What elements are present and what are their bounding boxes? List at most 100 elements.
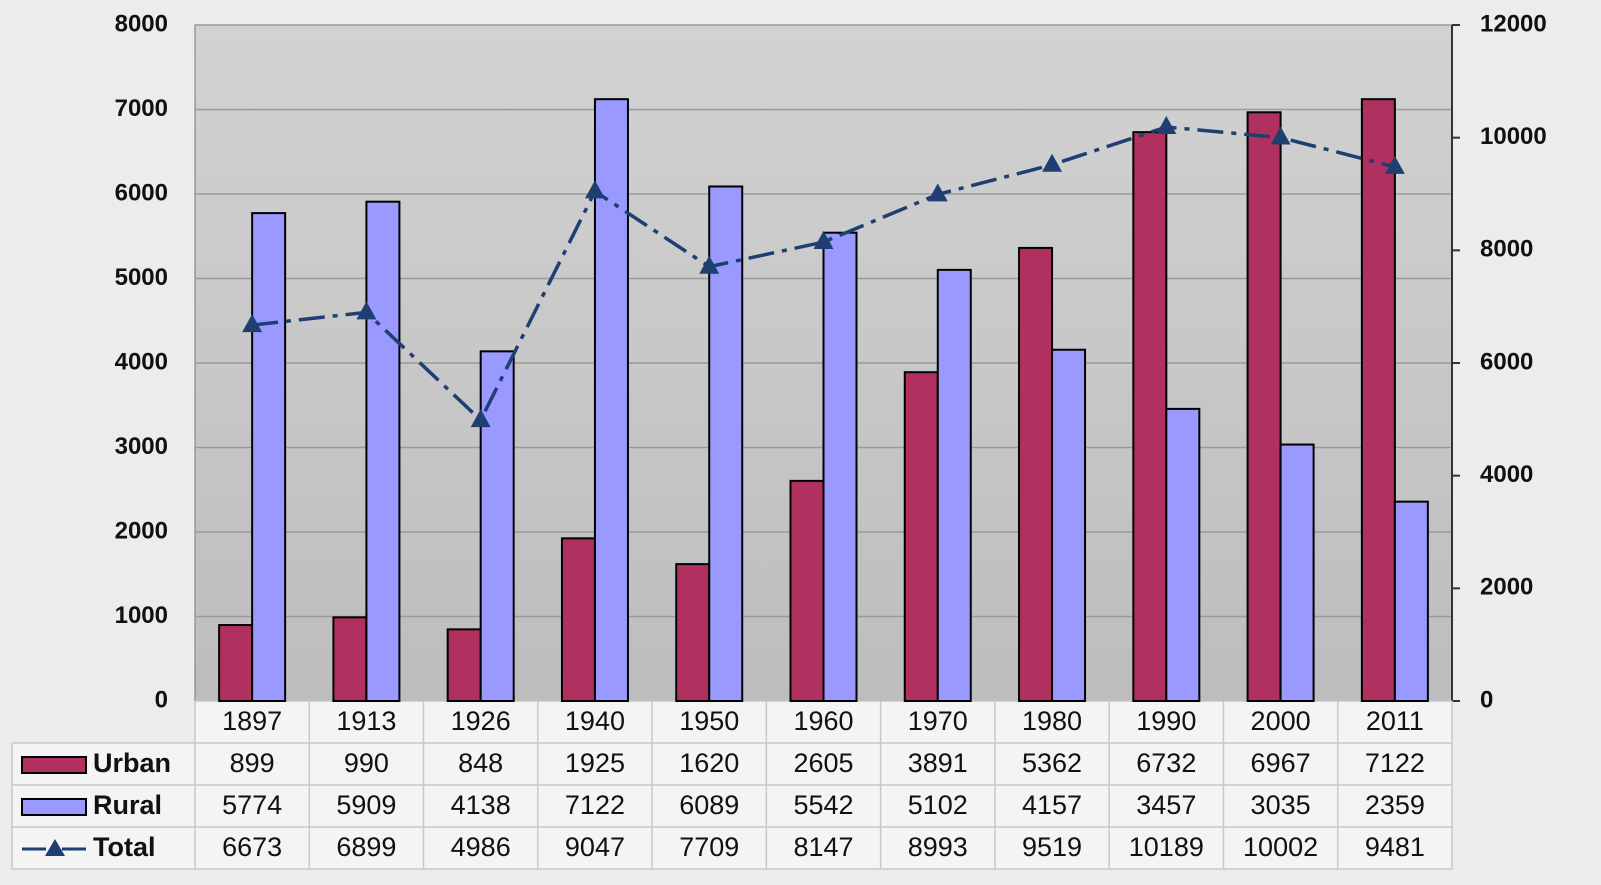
table-value: 6673 [222, 832, 282, 862]
table-value: 7122 [565, 790, 625, 820]
y2-tick-label: 4000 [1480, 461, 1533, 488]
y2-tick-label: 0 [1480, 686, 1493, 713]
total-marker [356, 301, 377, 320]
data-table-header [195, 701, 1452, 743]
y-tick-label: 7000 [115, 95, 168, 122]
table-value: 4986 [451, 832, 511, 862]
bar [1360, 98, 1396, 703]
total-marker [1384, 155, 1405, 174]
bar [789, 479, 825, 702]
table-value: 5102 [908, 790, 968, 820]
total-marker [927, 183, 948, 202]
y-tick-label: 6000 [115, 179, 168, 206]
x-tick-label: 1897 [222, 706, 282, 736]
x-tick-label: 2000 [1251, 706, 1311, 736]
x-tick-label: 1926 [451, 706, 511, 736]
table-value: 3891 [908, 748, 968, 778]
legend-label: Total [93, 832, 156, 862]
table-value: 8993 [908, 832, 968, 862]
y2-tick-label: 12000 [1480, 10, 1547, 37]
table-value: 6899 [336, 832, 396, 862]
total-marker [1042, 153, 1063, 172]
x-tick-label: 1913 [336, 706, 396, 736]
y-tick-label: 4000 [115, 348, 168, 375]
table-value: 1620 [679, 748, 739, 778]
x-tick-label: 1960 [793, 706, 853, 736]
bar [1393, 500, 1429, 702]
x-tick-label: 1970 [908, 706, 968, 736]
bar [332, 616, 368, 702]
y-tick-label: 3000 [115, 433, 168, 460]
x-tick-label: 1990 [1136, 706, 1196, 736]
total-marker [584, 180, 605, 199]
table-value: 4157 [1022, 790, 1082, 820]
y-tick-label: 1000 [115, 602, 168, 629]
bar [822, 231, 858, 703]
y-tick-label: 5000 [115, 264, 168, 291]
bar [251, 212, 287, 703]
y-tick-label: 8000 [115, 10, 168, 37]
y-tick-label: 0 [155, 686, 168, 713]
x-tick-label: 2011 [1366, 706, 1424, 736]
table-value: 3035 [1251, 790, 1311, 820]
table-value: 9481 [1365, 832, 1425, 862]
bar [675, 563, 711, 702]
table-value: 3457 [1136, 790, 1196, 820]
legend-swatch [21, 756, 87, 774]
table-value: 990 [344, 748, 389, 778]
bar [1165, 407, 1201, 702]
bar [1018, 246, 1054, 702]
bar [218, 624, 254, 702]
table-value: 9519 [1022, 832, 1082, 862]
bar [1246, 111, 1282, 702]
y2-tick-label: 6000 [1480, 348, 1533, 375]
bar [479, 350, 515, 702]
total-marker [470, 409, 491, 428]
bar [446, 628, 482, 702]
table-value: 7122 [1365, 748, 1425, 778]
total-marker [242, 314, 263, 333]
table-value: 2359 [1365, 790, 1425, 820]
y2-tick-label: 8000 [1480, 236, 1533, 263]
bar [593, 98, 629, 703]
table-value: 10002 [1243, 832, 1318, 862]
data-table [12, 743, 1452, 869]
total-marker [1156, 116, 1177, 135]
table-value: 6967 [1251, 748, 1311, 778]
bar [1051, 348, 1087, 702]
table-value: 899 [230, 748, 275, 778]
bar [936, 268, 972, 702]
table-value: 6732 [1136, 748, 1196, 778]
legend-label: Urban [93, 748, 171, 778]
table-value: 5774 [222, 790, 282, 820]
bar [365, 200, 401, 702]
y-tick-label: 2000 [115, 517, 168, 544]
legend-marker [45, 839, 65, 856]
x-tick-label: 1950 [679, 706, 739, 736]
total-marker [813, 231, 834, 250]
table-value: 4138 [451, 790, 511, 820]
table-value: 8147 [793, 832, 853, 862]
table-value: 5362 [1022, 748, 1082, 778]
table-value: 848 [458, 748, 503, 778]
y2-tick-label: 10000 [1480, 123, 1547, 150]
table-value: 2605 [793, 748, 853, 778]
x-tick-label: 1940 [565, 706, 625, 736]
total-line [251, 125, 1396, 424]
total-marker [1270, 126, 1291, 145]
y2-tick-label: 2000 [1480, 574, 1533, 601]
bar [903, 371, 939, 702]
legend-label: Rural [93, 790, 162, 820]
table-value: 9047 [565, 832, 625, 862]
bar [560, 537, 596, 703]
table-value: 1925 [565, 748, 625, 778]
x-tick-label: 1980 [1022, 706, 1082, 736]
table-value: 10189 [1129, 832, 1204, 862]
total-marker [699, 255, 720, 274]
table-value: 5542 [793, 790, 853, 820]
table-value: 7709 [679, 832, 739, 862]
table-value: 5909 [336, 790, 396, 820]
bar [1132, 131, 1168, 702]
bar [1279, 443, 1315, 702]
